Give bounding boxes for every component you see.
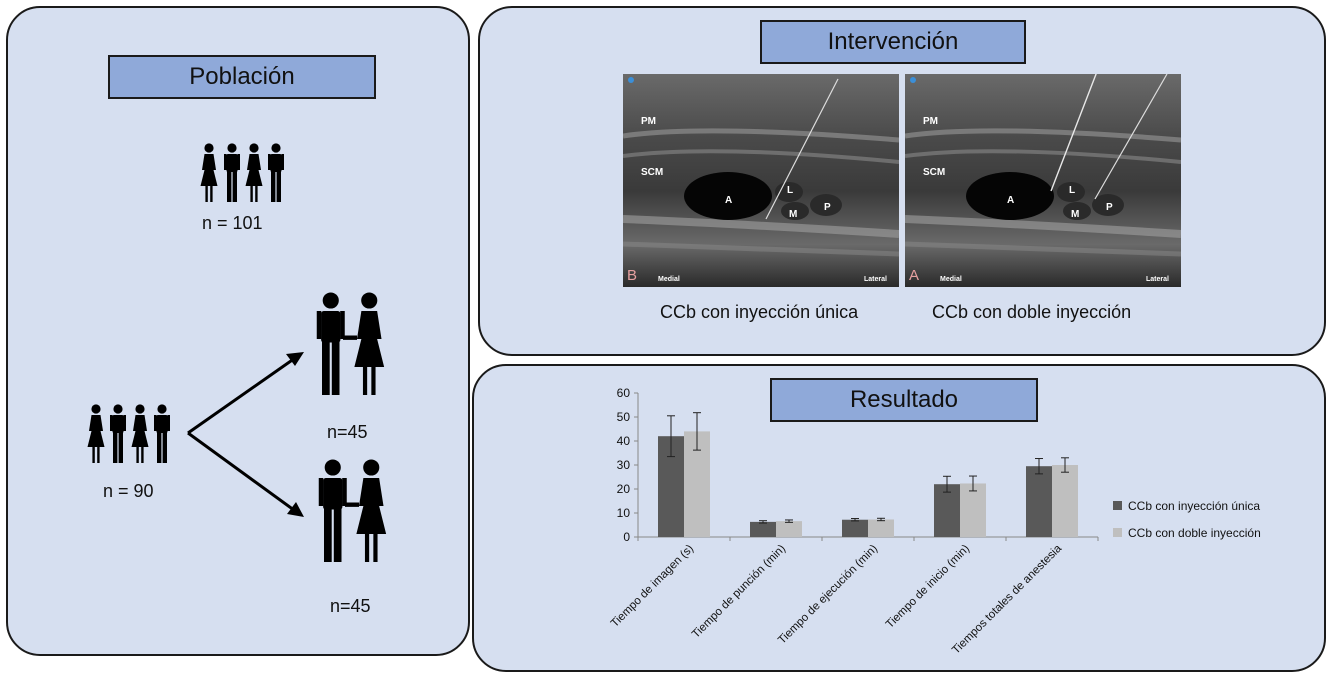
couple-group-2-icon (318, 459, 387, 562)
bar (934, 484, 960, 537)
us-label-l: L (787, 185, 794, 196)
legend-label: CCb con inyección única (1128, 499, 1260, 513)
bar (960, 483, 986, 537)
y-tick-label: 60 (617, 386, 631, 400)
population-total-label: n = 101 (202, 213, 263, 233)
couple-group-1-icon (316, 292, 385, 395)
y-tick-label: 50 (617, 410, 631, 424)
caption-single-injection: CCb con inyección única (660, 302, 859, 322)
population-90-icon (87, 404, 170, 463)
legend-swatch (1113, 501, 1122, 510)
us-label-p: P (824, 202, 831, 213)
population-101-icon (200, 143, 284, 202)
y-tick-label: 40 (617, 434, 631, 448)
group-2-label: n=45 (330, 596, 371, 616)
x-tick-label: Tiempo de imagen (s) (609, 543, 696, 630)
us-label-lateral: Lateral (864, 276, 887, 283)
y-tick-label: 0 (623, 530, 630, 544)
legend-swatch (1113, 528, 1122, 537)
resultado-title: Resultado (770, 378, 1038, 422)
us-label-a: A (725, 195, 733, 206)
population-randomized-label: n = 90 (103, 481, 154, 501)
us-label-lateral: Lateral (1146, 276, 1169, 283)
group-1-label: n=45 (327, 422, 368, 442)
us-label-scm: SCM (923, 167, 946, 178)
bar (776, 521, 802, 537)
arrow-to-group-2 (187, 431, 304, 517)
poblacion-title: Población (108, 55, 376, 99)
us-label-medial: Medial (940, 276, 962, 283)
us-label-scm: SCM (641, 167, 664, 178)
intervencion-title: Intervención (760, 20, 1026, 64)
ultrasound-texture (905, 74, 1181, 287)
bar (1052, 465, 1078, 537)
caption-double-injection: CCb con doble inyección (932, 302, 1132, 322)
us-label-p: P (1106, 202, 1113, 213)
us-label-pm: PM (923, 116, 938, 127)
ultrasound-image-single: PM SCM A L M P Medial Lateral B (623, 74, 899, 287)
bar (1026, 466, 1052, 537)
bar (842, 519, 868, 537)
x-tick-label: Tiempo de inicio (min) (884, 543, 972, 631)
poblacion-panel (6, 6, 470, 656)
us-label-a: A (1007, 195, 1015, 206)
us-label-medial: Medial (658, 276, 680, 283)
x-tick-label: Tiempos totales de anestesia (950, 542, 1064, 656)
x-tick-label: Tiempo de ejecución (min) (776, 543, 880, 647)
intervencion-panel (478, 6, 1326, 356)
us-panel-letter-a: A (909, 267, 920, 284)
us-panel-letter-b: B (627, 267, 638, 284)
y-tick-label: 30 (617, 458, 631, 472)
ultrasound-image-double: PM SCM A L M P Medial Lateral A (905, 74, 1181, 287)
y-tick-label: 10 (617, 506, 631, 520)
x-tick-label: Tiempo de punción (min) (690, 543, 788, 641)
ultrasound-texture (623, 74, 899, 287)
bar (868, 519, 894, 537)
us-label-pm: PM (641, 116, 656, 127)
us-label-l: L (1069, 185, 1076, 196)
us-label-m: M (789, 209, 798, 220)
legend-label: CCb con doble inyección (1128, 526, 1261, 540)
poblacion-diagram (87, 143, 387, 562)
y-tick-label: 20 (617, 482, 631, 496)
us-label-m: M (1071, 209, 1080, 220)
arrow-to-group-1 (187, 352, 304, 435)
bar (750, 521, 776, 537)
